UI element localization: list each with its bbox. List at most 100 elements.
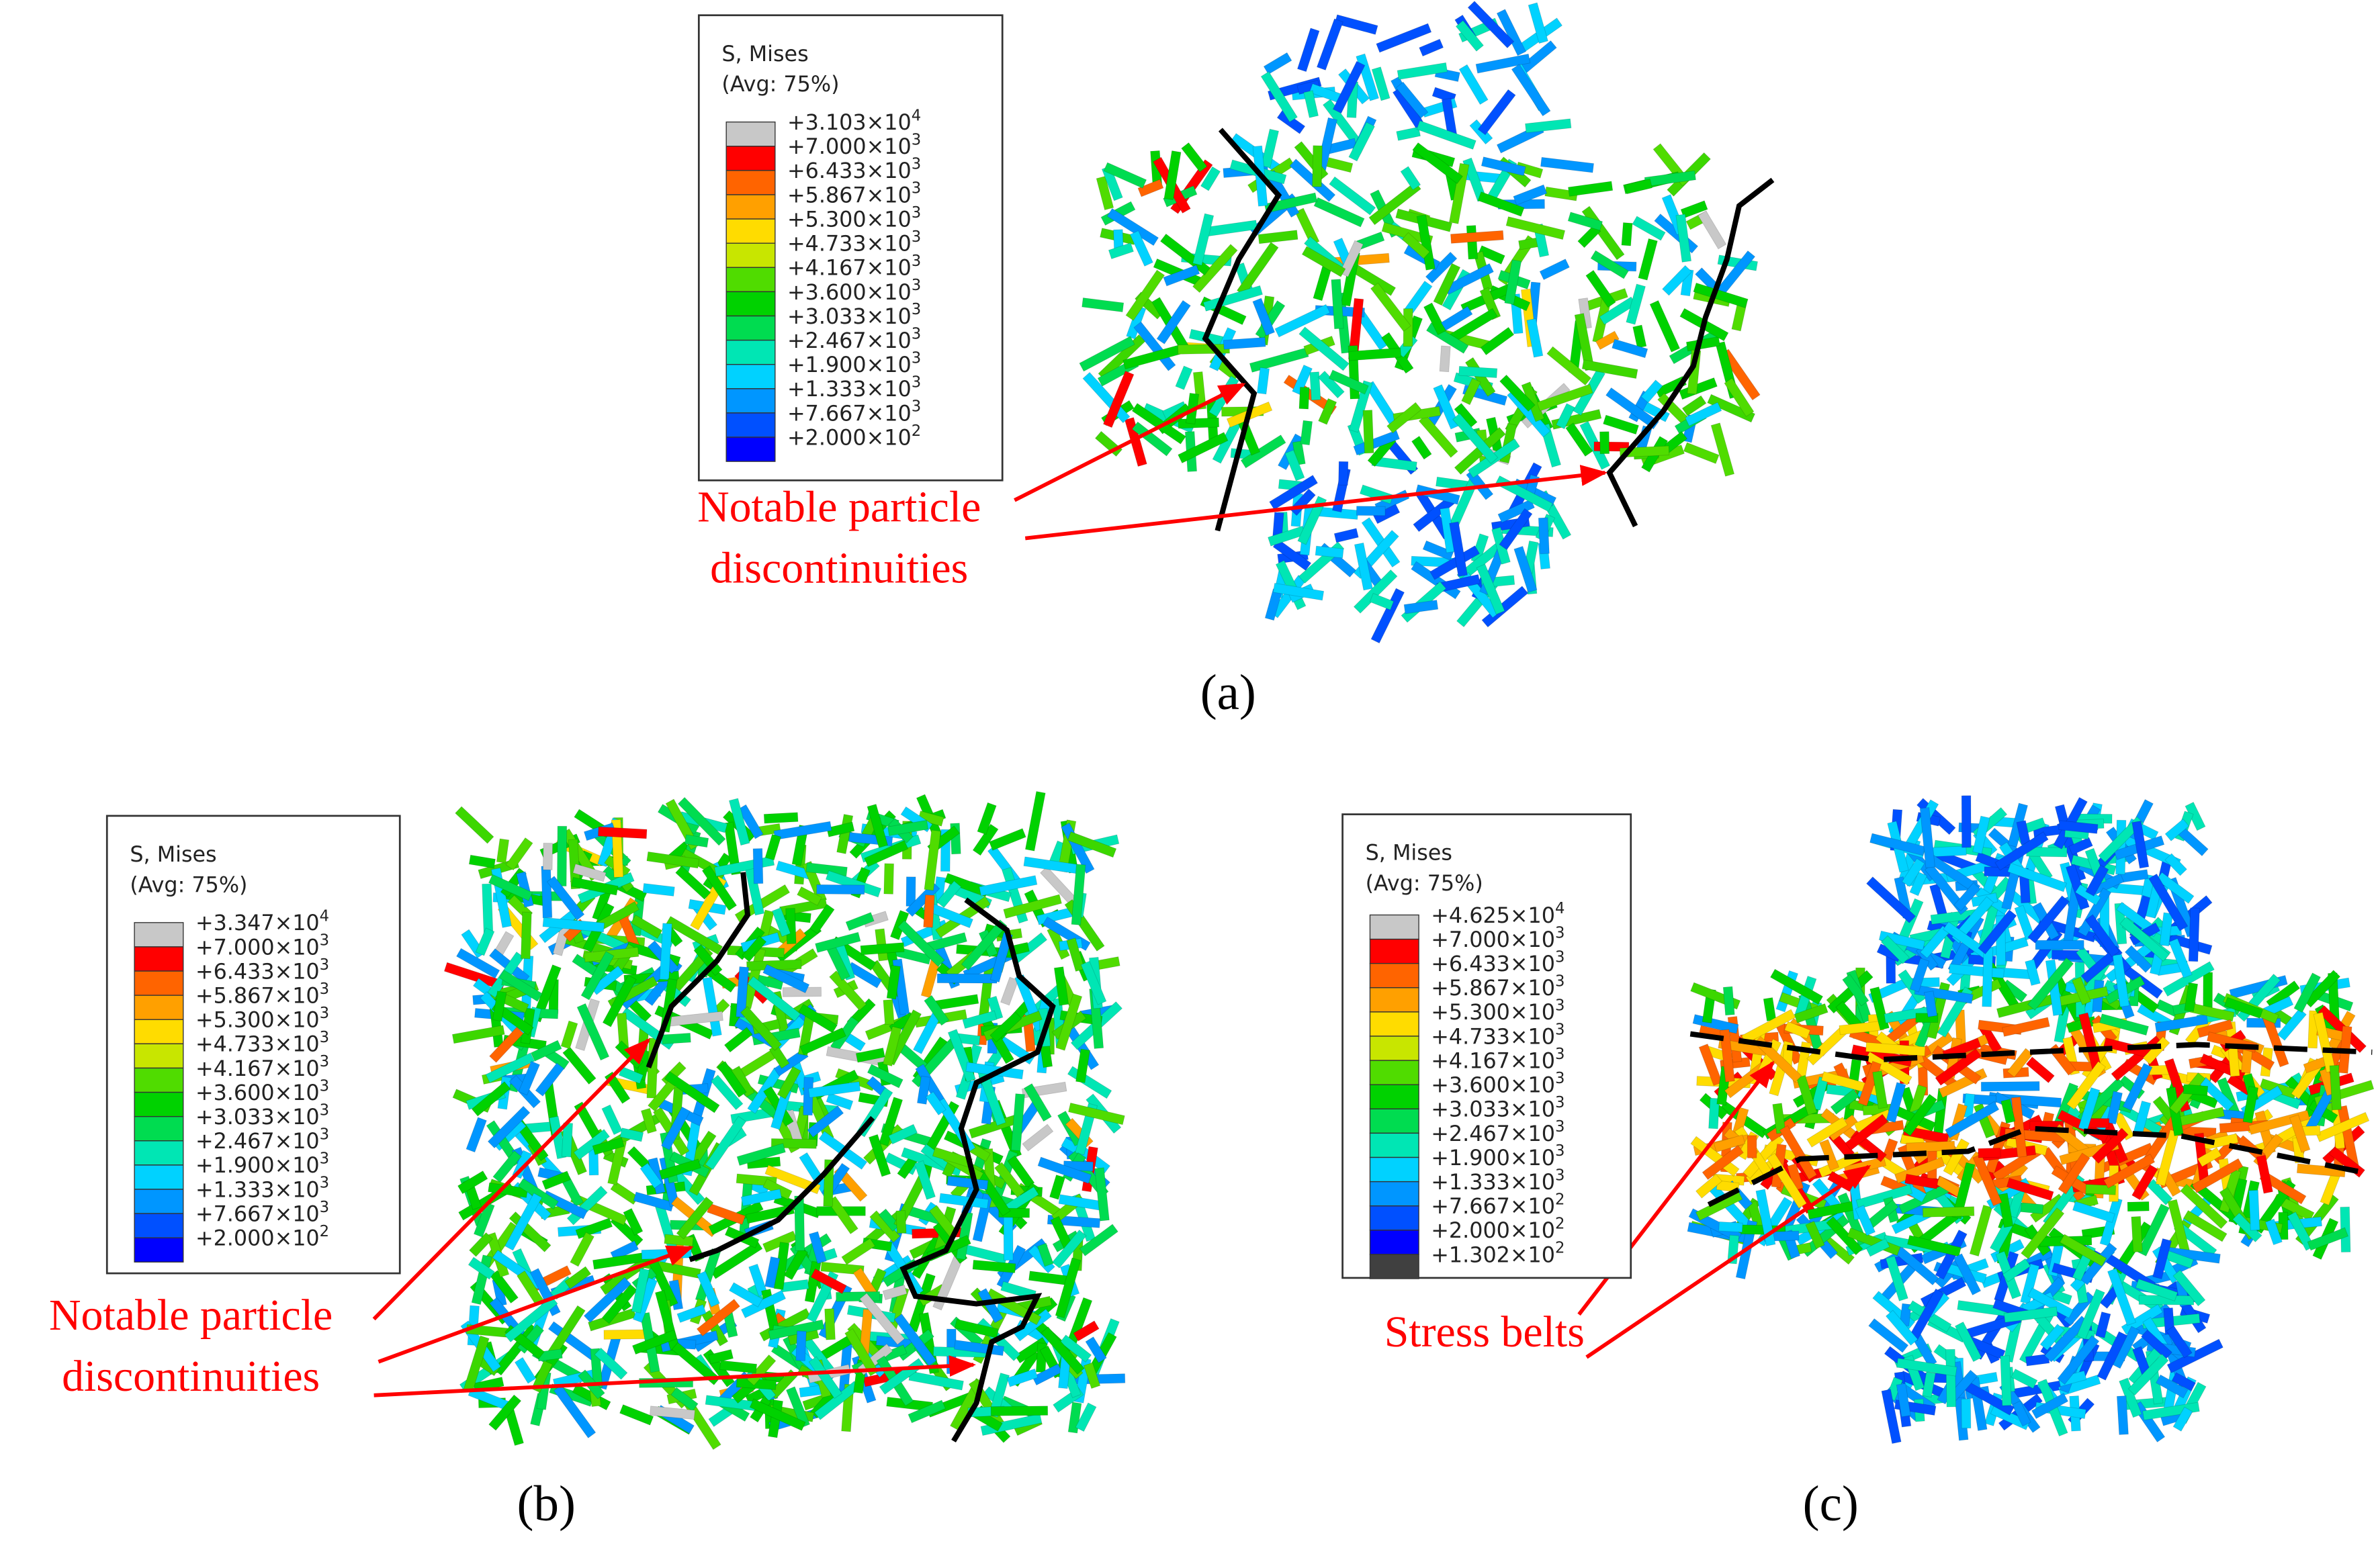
particle [1354, 542, 1373, 591]
particle [1585, 269, 1616, 308]
particle [572, 863, 607, 882]
particle [1079, 1224, 1118, 1256]
legend-swatch [1369, 1011, 1419, 1037]
panel: S, Mises(Avg: 75%)+4.625×104+7.000×103+6… [1341, 813, 1859, 1532]
particle [631, 1330, 678, 1355]
particle [883, 999, 895, 1025]
particle [2020, 1263, 2040, 1305]
label-exponent: 2 [320, 1223, 329, 1240]
particle [675, 865, 711, 900]
particle [736, 966, 749, 1018]
particle [1919, 807, 1935, 868]
particle [1724, 377, 1755, 417]
particle [664, 1070, 720, 1113]
particle [1461, 377, 1481, 406]
particle [1298, 386, 1310, 410]
particle [1994, 831, 2049, 871]
particle [994, 1162, 1025, 1198]
label-mantissa: +4.167×10 [787, 256, 912, 281]
particle [1071, 864, 1086, 926]
legend-label: +2.000×102 [787, 422, 921, 451]
label-exponent: 3 [1555, 924, 1564, 942]
particle [1269, 475, 1319, 510]
label-exponent: 3 [320, 1077, 329, 1095]
particle [1082, 297, 1125, 313]
particle [2084, 914, 2120, 958]
particle [1067, 831, 1117, 858]
particle [2098, 816, 2144, 863]
particle [2164, 853, 2188, 876]
legend-label: +4.733×103 [787, 228, 921, 257]
particle [1753, 1036, 1802, 1083]
particle [1094, 1167, 1110, 1222]
particle [505, 837, 533, 871]
particle [988, 828, 1026, 851]
particle [1369, 592, 1395, 610]
particle [1567, 181, 1614, 197]
label-exponent: 2 [1555, 1191, 1564, 1208]
legend-label: +4.733×103 [195, 1029, 329, 1057]
particle [762, 964, 810, 994]
particle [1312, 145, 1323, 187]
particle [1878, 930, 1926, 951]
particle [2066, 1060, 2107, 1110]
particle [1206, 220, 1258, 237]
particle [665, 915, 723, 955]
label-mantissa: +1.302×10 [1431, 1242, 1555, 1267]
particle [1328, 369, 1369, 395]
label-exponent: 3 [1555, 1021, 1564, 1039]
particle [576, 1003, 610, 1061]
particle [1935, 1048, 1982, 1086]
label-mantissa: +4.733×10 [1431, 1024, 1555, 1049]
particle [2020, 1207, 2065, 1260]
particle [2307, 1227, 2349, 1251]
particle [1260, 71, 1298, 123]
label-mantissa: +4.167×10 [1431, 1048, 1555, 1073]
particle [1702, 1144, 1744, 1181]
label-mantissa: +5.300×10 [787, 207, 912, 232]
particle [696, 1271, 720, 1307]
particle [541, 1171, 571, 1191]
particle [2068, 837, 2093, 856]
particle [1982, 947, 1994, 1007]
particle [1719, 1029, 1735, 1083]
particle [2001, 1017, 2050, 1037]
particle [736, 1143, 786, 1166]
particle [680, 848, 727, 880]
particle [2025, 959, 2041, 987]
label-exponent: 4 [912, 107, 921, 124]
particle [2172, 1406, 2193, 1432]
particle [710, 1074, 744, 1111]
particle [2135, 1278, 2178, 1302]
particle [2119, 916, 2170, 962]
particle [1037, 1156, 1092, 1184]
legend-swatch [1369, 962, 1419, 989]
legend-label: +4.167×103 [1431, 1046, 1564, 1074]
particle [1681, 395, 1707, 416]
legend-label: +3.033×103 [787, 301, 921, 329]
label-mantissa: +7.000×10 [195, 935, 320, 960]
particle [492, 1150, 522, 1183]
particle [1769, 968, 1824, 1005]
particle [2171, 1372, 2196, 1392]
particle [489, 1026, 524, 1063]
arrow [372, 1038, 651, 1321]
annotation: Notable particle [49, 1291, 333, 1340]
particle [2131, 1215, 2143, 1253]
legend-label: +1.900×103 [1431, 1142, 1564, 1171]
particle [1605, 387, 1659, 430]
particle [1869, 986, 1890, 1031]
particle [764, 1256, 781, 1289]
particle [1632, 216, 1666, 241]
particle [2184, 982, 2199, 1012]
particle [1826, 970, 1874, 1014]
legend-label: +5.300×103 [195, 1005, 329, 1033]
particle [2131, 1164, 2158, 1201]
particle [705, 1115, 747, 1171]
label-exponent: 3 [320, 1029, 329, 1046]
particle [498, 969, 543, 1002]
particle [878, 1208, 900, 1232]
label-exponent: 3 [320, 980, 329, 998]
particle [518, 1060, 541, 1096]
